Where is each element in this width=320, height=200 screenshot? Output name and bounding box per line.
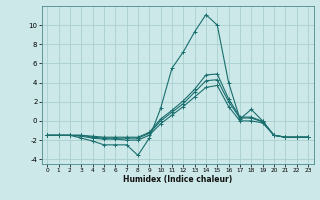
X-axis label: Humidex (Indice chaleur): Humidex (Indice chaleur) — [123, 175, 232, 184]
